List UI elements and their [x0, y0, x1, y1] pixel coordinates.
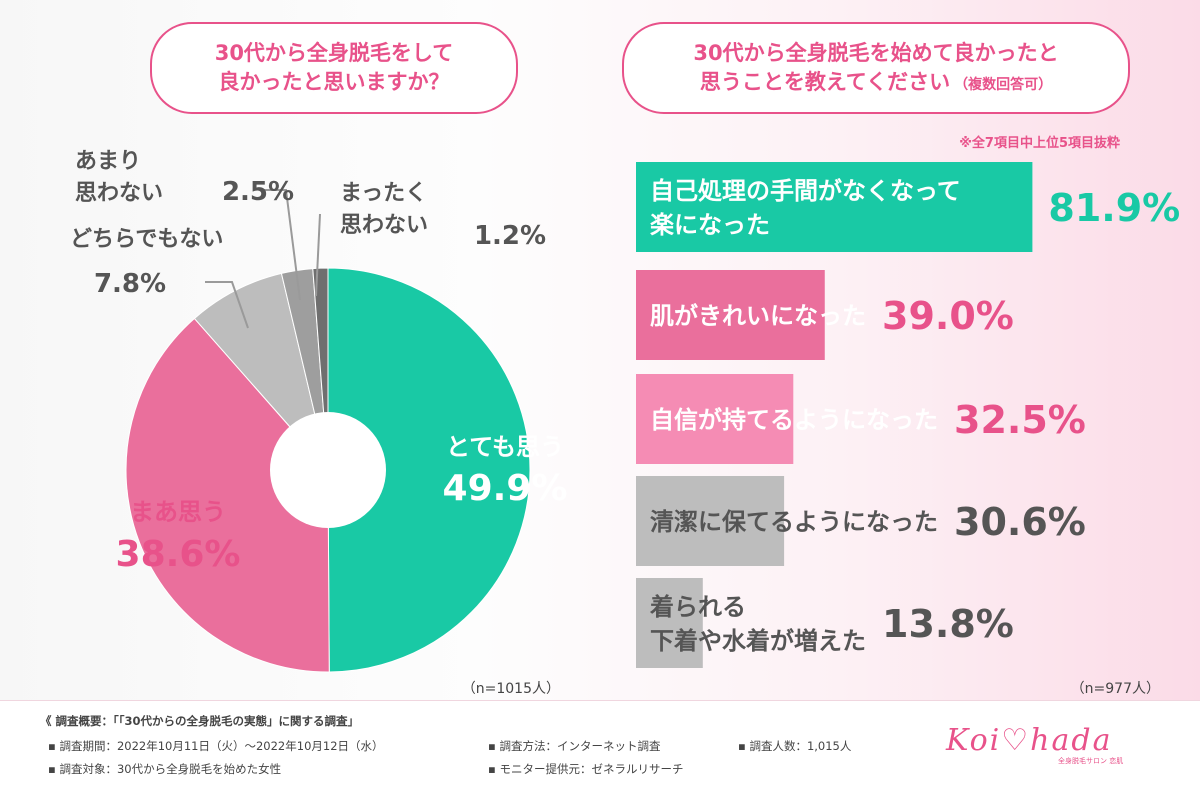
- footer-title: 《 調査概要：「「30代からの全身脱毛の実態」に関する調査」: [40, 714, 360, 728]
- brand-logo-text: Koi♡hada: [946, 723, 1113, 758]
- bar-value-label-5: 13.8%: [882, 602, 1014, 646]
- right-question-title: 30代から全身脱毛を始めて良かったと 思うことを教えてください （複数回答可）: [622, 22, 1130, 114]
- bar-chart-note: ※全7項目中上位5項目抜粋: [959, 136, 1120, 151]
- brand-logo: Koi♡hada 全身脱毛サロン 恋肌: [946, 723, 1166, 783]
- bar-value-label-1: 81.9%: [1048, 186, 1180, 230]
- bar-sample-size: （n=977人）: [1071, 681, 1160, 697]
- pie-value-label-4: 2.5%: [222, 177, 294, 207]
- pie-slice-2: [125, 317, 330, 673]
- leader-line-4: [262, 189, 301, 301]
- pie-chart: とても思う 49.9% まあ思う 38.6% どちらでもない 7.8% あまり思わない 2.5…: [70, 149, 568, 673]
- left-question-title: 30代から全身脱毛をして 良かったと思いますか？: [150, 22, 518, 114]
- footer-provider: ▪ モニター提供元：ゼネラルリサーチ: [488, 762, 684, 776]
- right-question-line2: 思うことを教えてください: [699, 70, 951, 94]
- bar-value-label-2: 39.0%: [882, 294, 1014, 338]
- survey-footer: 《 調査概要：「「30代からの全身脱毛の実態」に関する調査」 ▪ 調査期間：20…: [0, 700, 1200, 800]
- pie-category-label-1: とても思う: [446, 433, 564, 461]
- pie-value-label-1: 49.9%: [443, 468, 568, 509]
- bar-5: [636, 578, 703, 668]
- footer-period: ▪ 調査期間：2022年10月11日（火）〜2022年10月12日（水）: [48, 739, 384, 753]
- brand-subtitle: 全身脱毛サロン 恋肌: [1058, 757, 1124, 765]
- bar-value-label-4: 30.6%: [954, 500, 1086, 544]
- footer-target: ▪ 調査対象：30代から全身脱毛を始めた女性: [48, 762, 282, 776]
- leader-line-5: [315, 213, 321, 297]
- bar-value-label-3: 32.5%: [954, 398, 1086, 442]
- bar-category-label-3: 自信が持てるようになった: [650, 406, 938, 434]
- pie-value-label-5: 1.2%: [474, 221, 546, 251]
- bar-chart: 自己処理の手間がなくなって楽になった 81.9% 肌がきれいになった 39.0% 自信が…: [636, 162, 1180, 668]
- donut-hole: [270, 412, 386, 528]
- chart-canvas: とても思う 49.9% まあ思う 38.6% どちらでもない 7.8% あまり思わない 2.5…: [70, 149, 1180, 697]
- pie-category-label-5: まったく思わない: [340, 181, 428, 238]
- footer-method: ▪ 調査方法：インターネット調査: [488, 739, 661, 753]
- pie-category-label-3: どちらでもない: [70, 227, 223, 252]
- pie-value-label-2: 38.6%: [116, 534, 241, 575]
- bar-1: [636, 162, 1033, 252]
- bar-3: [636, 374, 794, 464]
- pie-slice-1: [327, 267, 531, 673]
- left-question-line1: 30代から全身脱毛をして: [214, 40, 454, 65]
- bar-category-label-4: 清潔に保てるようになった: [650, 508, 938, 536]
- pie-category-label-2: まあ思う: [130, 498, 226, 526]
- bar-4: [636, 476, 785, 566]
- pie-value-label-3: 7.8%: [94, 269, 166, 299]
- bar-category-label-2: 肌がきれいになった: [650, 302, 866, 330]
- pie-category-label-4: あまり思わない: [75, 149, 163, 206]
- pie-sample-size: （n=1015人）: [462, 681, 560, 697]
- bar-category-label-5: 着られる下着や水着が増えた: [650, 593, 866, 655]
- bar-category-label-1: 自己処理の手間がなくなって楽になった: [650, 177, 961, 239]
- right-question-line1: 30代から全身脱毛を始めて良かったと: [693, 40, 1059, 65]
- bar-2: [636, 270, 825, 360]
- leader-line-3: [205, 281, 249, 329]
- left-question-line2: 良かったと思いますか？: [218, 70, 450, 94]
- right-question-suffix: （複数回答可）: [954, 77, 1053, 93]
- footer-count: ▪ 調査人数：1,015人: [738, 739, 852, 753]
